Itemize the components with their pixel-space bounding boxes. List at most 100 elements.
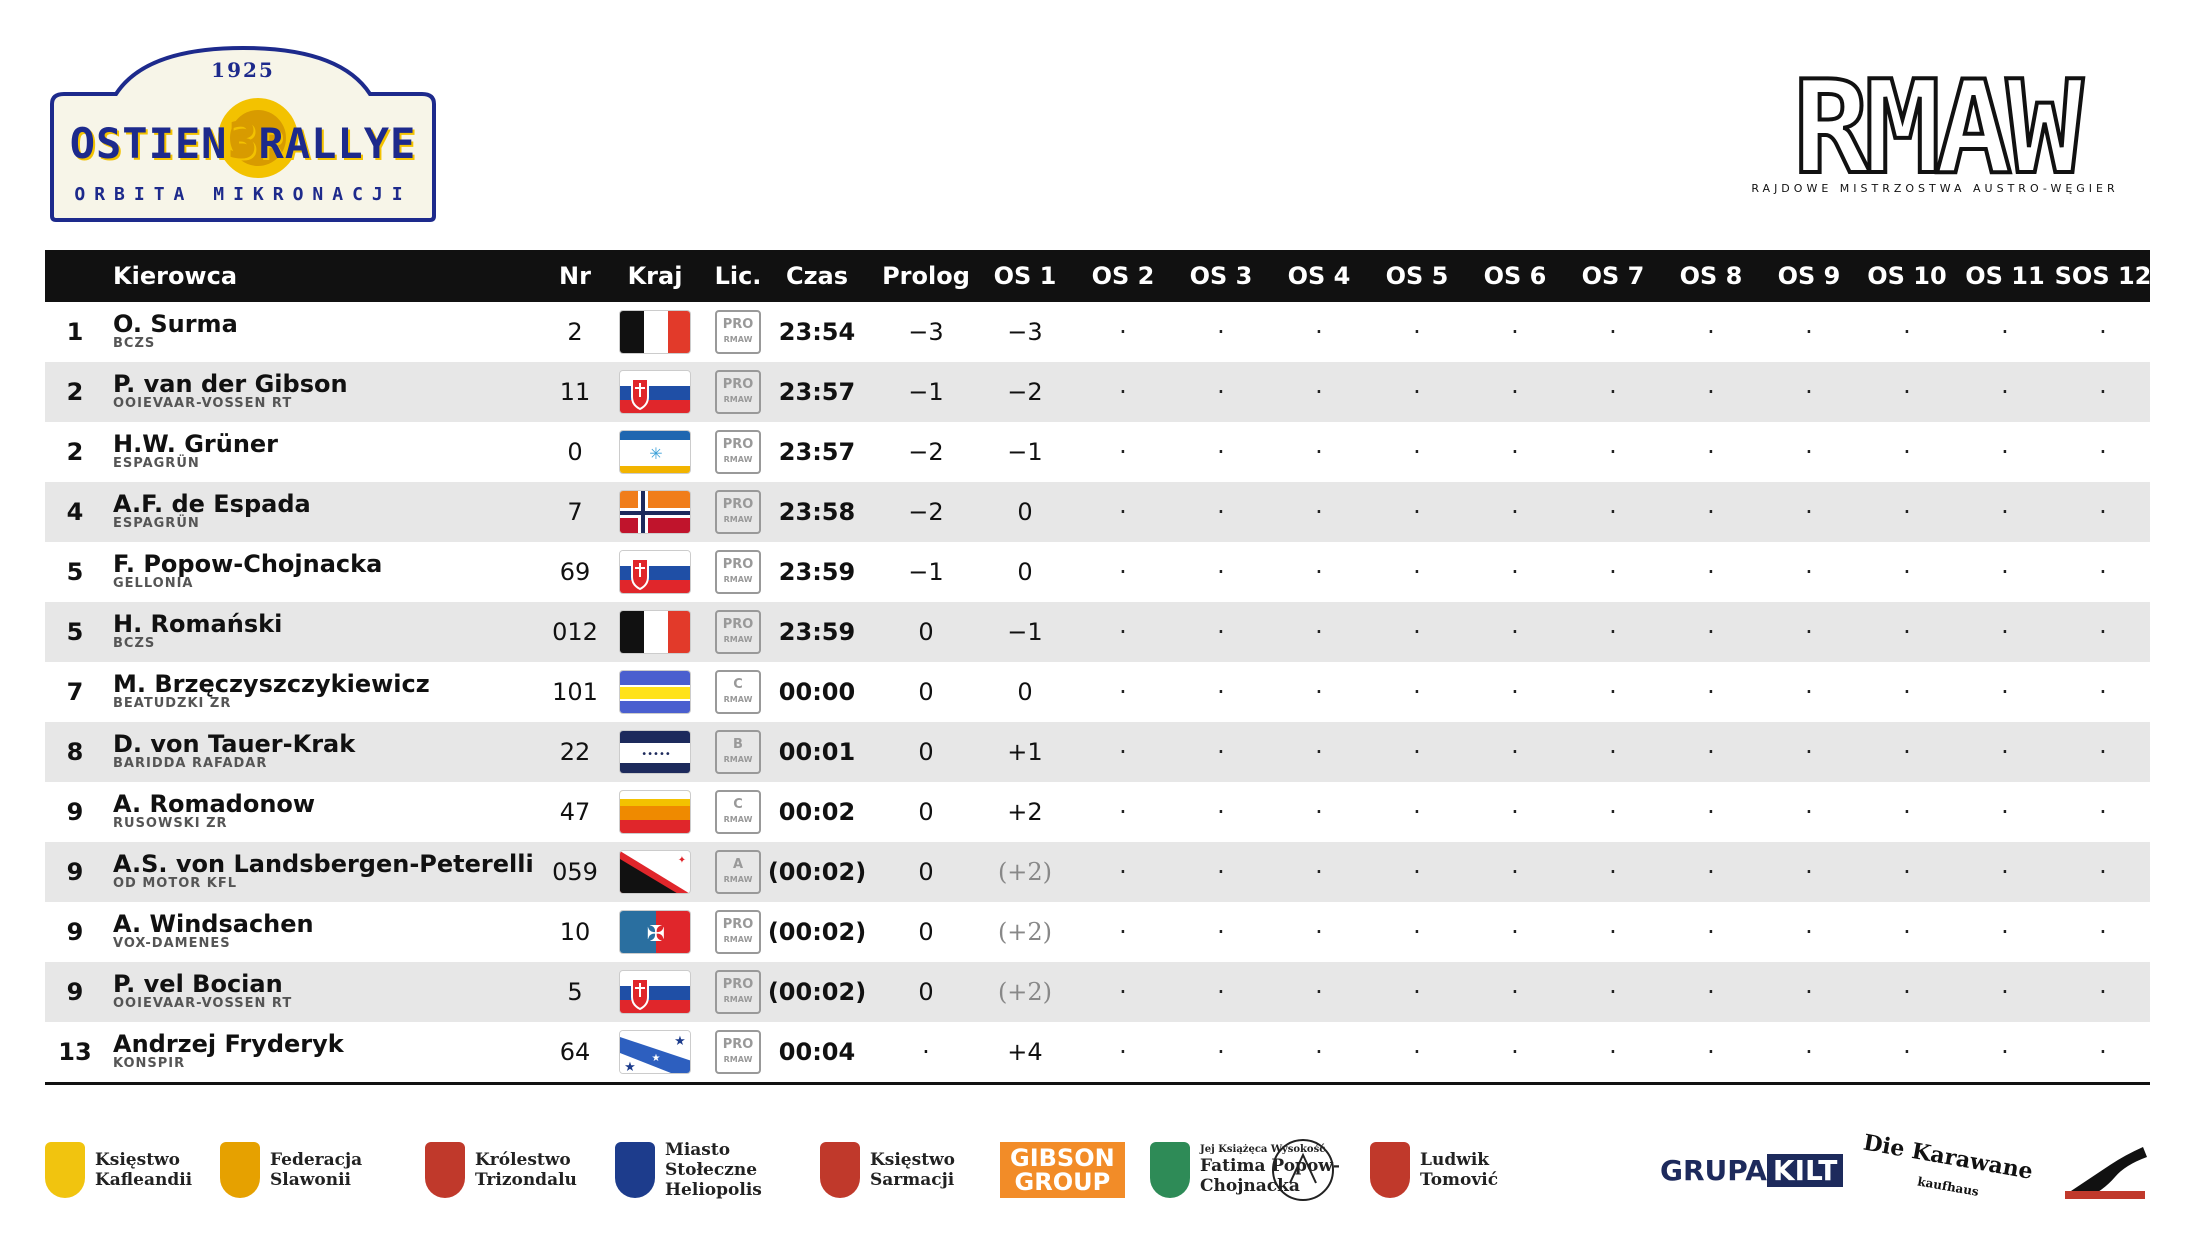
stage-8-time: ·: [1707, 1038, 1715, 1066]
license-label: PRO: [722, 1037, 754, 1052]
car-number: 059: [552, 858, 598, 886]
position: 9: [66, 918, 84, 946]
license-badge-icon: PRO RMAW: [715, 490, 761, 534]
table-header: Kierowca Nr Kraj Lic. Czas Prolog OS 1 OS 2 OS 3…: [45, 250, 2152, 302]
stage-2-time: ·: [1119, 738, 1127, 766]
stage-11-time: ·: [2001, 318, 2009, 346]
driver-team: OOIEVAAR-VOSSEN RT: [113, 396, 293, 411]
sponsor-name: Federacja Slawonii: [270, 1150, 363, 1190]
stage-7-time: ·: [1609, 1038, 1617, 1066]
prolog-time: −3: [908, 318, 944, 346]
svg-text:•••••: •••••: [641, 749, 671, 760]
rally-plate-shape: [50, 45, 436, 222]
position: 4: [66, 498, 84, 526]
stage-12-time: ·: [2099, 498, 2107, 526]
license-label: PRO: [722, 317, 754, 332]
stage-12-time: ·: [2099, 798, 2107, 826]
stage-7-time: ·: [1609, 438, 1617, 466]
position: 2: [66, 378, 84, 406]
license-badge-icon: PRO RMAW: [715, 310, 761, 354]
stage-11-time: ·: [2001, 738, 2009, 766]
license-badge-icon: PRO RMAW: [715, 370, 761, 414]
driver: H. Romański BCZS: [113, 602, 583, 662]
driver-team: BEATUDZKI ZR: [113, 696, 232, 711]
license-badge-icon: B RMAW: [715, 730, 761, 774]
driver-name: A.F. de Espada: [113, 490, 311, 518]
header-os-11: OS 11: [1965, 262, 2045, 290]
stage-2-time: ·: [1119, 318, 1127, 346]
driver-team: OD MOTOR KFL: [113, 876, 238, 891]
stage-12-time: ·: [2099, 558, 2107, 586]
stage-6-time: ·: [1511, 798, 1519, 826]
stage-11-time: ·: [2001, 918, 2009, 946]
stage-9-time: ·: [1805, 618, 1813, 646]
stage-10-time: ·: [1903, 558, 1911, 586]
stage-11-time: ·: [2001, 678, 2009, 706]
stage-4-time: ·: [1315, 378, 1323, 406]
header-sos-12: SOS 12: [2054, 262, 2152, 290]
driver: M. Brzęczyszczykiewicz BEATUDZKI ZR: [113, 662, 583, 722]
stage-2-time: ·: [1119, 618, 1127, 646]
header-os-6: OS 6: [1483, 262, 1547, 290]
car-number: 0: [567, 438, 583, 466]
stage-3-time: ·: [1217, 978, 1225, 1006]
stage-7-time: ·: [1609, 558, 1617, 586]
prolog-time: 0: [918, 738, 934, 766]
stage-7-time: ·: [1609, 498, 1617, 526]
table-row: 2 P. van der Gibson OOIEVAAR-VOSSEN RT 1…: [45, 362, 2150, 422]
stage-4-time: ·: [1315, 978, 1323, 1006]
coat-of-arms-icon: [820, 1142, 860, 1198]
prolog-time: 0: [918, 858, 934, 886]
stage-6-time: ·: [1511, 378, 1519, 406]
stage-9-time: ·: [1805, 378, 1813, 406]
stage-2-time: ·: [1119, 858, 1127, 886]
svg-text:★: ★: [624, 1060, 636, 1074]
table-row: 7 M. Brzęczyszczykiewicz BEATUDZKI ZR 10…: [45, 662, 2150, 722]
stage-12-time: ·: [2099, 1038, 2107, 1066]
stage-3-time: ·: [1217, 378, 1225, 406]
position: 9: [66, 978, 84, 1006]
country-flag-icon: [619, 970, 691, 1014]
table-body: 1 O. Surma BCZS 2 PRO RMAW 23:54 −3 −3 · · · · · · ·…: [45, 302, 2150, 1082]
stage-3-time: ·: [1217, 1038, 1225, 1066]
license-badge-icon: PRO RMAW: [715, 610, 761, 654]
stage-8-time: ·: [1707, 558, 1715, 586]
stage-12-time: ·: [2099, 858, 2107, 886]
sponsor-logo: Ludwik Tomović: [1370, 1130, 1498, 1210]
stage-11-time: ·: [2001, 978, 2009, 1006]
driver: A.S. von Landsbergen-Peterelli OD MOTOR …: [113, 842, 583, 902]
stage-5-time: ·: [1413, 498, 1421, 526]
stage-1-time: +4: [1007, 1038, 1043, 1066]
sponsor-strip: Księstwo Kafleandii Federacja Slawonii Kró…: [45, 1130, 2150, 1210]
stage-10-time: ·: [1903, 978, 1911, 1006]
car-number: 7: [567, 498, 583, 526]
stage-2-time: ·: [1119, 798, 1127, 826]
stage-7-time: ·: [1609, 378, 1617, 406]
total-time: 23:54: [778, 318, 856, 346]
driver-name: Andrzej Fryderyk: [113, 1030, 344, 1058]
table-row: 9 A. Windsachen VOX-DAMENES 10 ✠ PRO RMAW (0…: [45, 902, 2150, 962]
stage-5-time: ·: [1413, 558, 1421, 586]
stage-12-time: ·: [2099, 618, 2107, 646]
total-time: (00:02): [767, 978, 867, 1006]
license-label: PRO: [722, 917, 754, 932]
header-lic: Lic.: [714, 262, 762, 290]
rally-year: 1925: [211, 58, 275, 82]
stage-10-time: ·: [1903, 498, 1911, 526]
header-os-7: OS 7: [1581, 262, 1645, 290]
sponsor-name: Królestwo Trizondalu: [475, 1150, 577, 1190]
stage-10-time: ·: [1903, 798, 1911, 826]
stage-1-time: (+2): [997, 978, 1053, 1006]
table-row: 8 D. von Tauer-Krak BARIDDA RAFADAR 22 ••…: [45, 722, 2150, 782]
header-os-5: OS 5: [1385, 262, 1449, 290]
stage-8-time: ·: [1707, 978, 1715, 1006]
stage-2-time: ·: [1119, 1038, 1127, 1066]
stage-3-time: ·: [1217, 798, 1225, 826]
stage-6-time: ·: [1511, 498, 1519, 526]
license-badge-icon: A RMAW: [715, 850, 761, 894]
stage-5-time: ·: [1413, 918, 1421, 946]
stage-7-time: ·: [1609, 798, 1617, 826]
rally-name: OSTIEN3RALLYE: [69, 112, 417, 170]
stage-4-time: ·: [1315, 678, 1323, 706]
country-flag-icon: ✦: [619, 850, 691, 894]
